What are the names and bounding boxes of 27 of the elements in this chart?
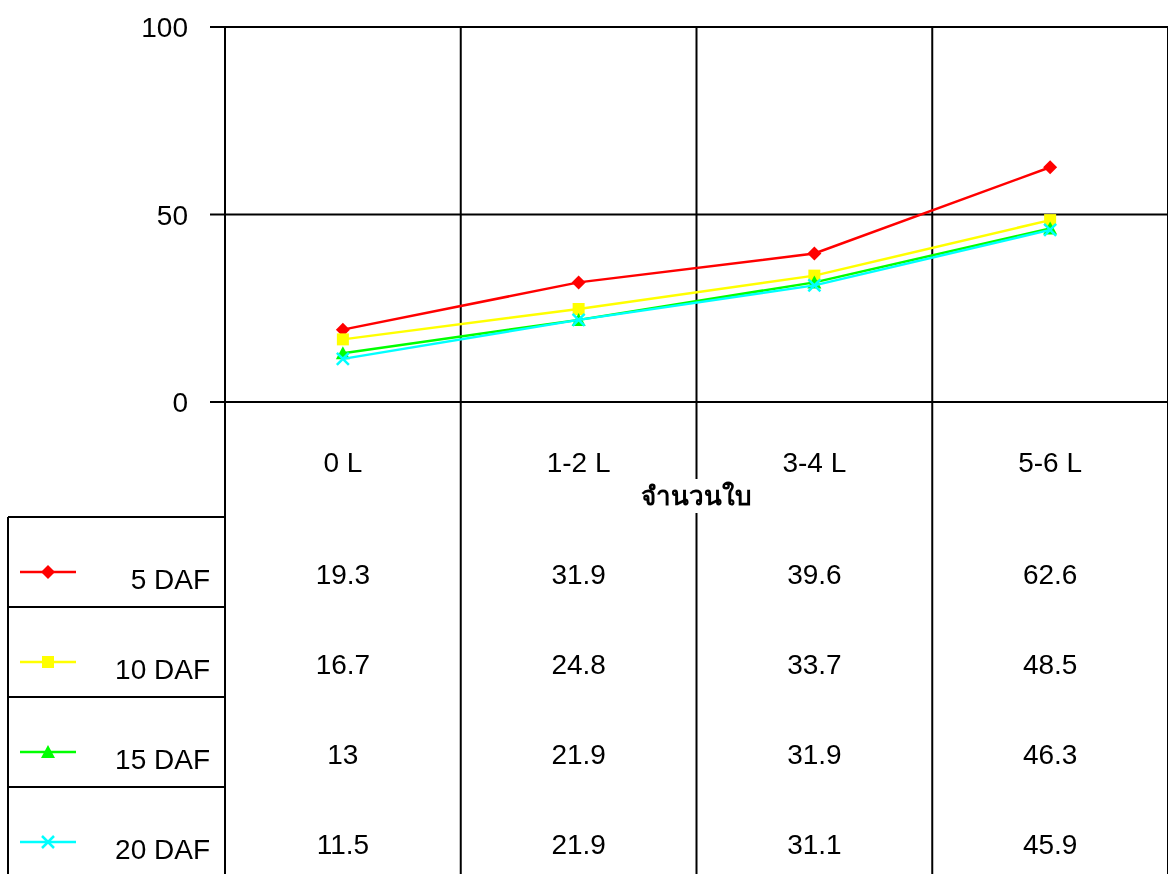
data-label: 11.5 [316, 829, 370, 860]
data-label: 13 [327, 739, 359, 770]
data-label: 21.9 [551, 829, 606, 860]
data-label: 62.6 [1022, 559, 1078, 590]
data-label: 21.9 [551, 739, 606, 770]
legend-label: 5 DAF [130, 564, 210, 595]
x-tick-label: 3-4 L [782, 447, 847, 478]
data-label: 19.3 [315, 559, 371, 590]
legend-label: 20 DAF [115, 834, 210, 865]
data-label: 16.7 [315, 649, 371, 680]
x-tick-label: 5-6 L [1018, 447, 1083, 478]
data-label: 24.8 [551, 649, 606, 680]
y-tick-label: 50 [156, 199, 188, 231]
x-tick-label: 0 L [323, 447, 363, 478]
x-tick-label: 1-2 L [546, 447, 611, 478]
data-label: 39.6 [787, 559, 842, 590]
y-tick-label: 0 [172, 387, 188, 418]
data-label: 31.9 [551, 559, 606, 590]
data-label: 46.3 [1022, 739, 1078, 770]
data-label: 31.1 [787, 829, 842, 860]
data-label: 48.5 [1022, 649, 1078, 680]
data-label: 33.7 [787, 649, 842, 680]
data-label: 45.9 [1022, 829, 1078, 860]
data-label: 31.9 [787, 739, 842, 770]
y-tick-label: 100 [141, 12, 188, 43]
legend-label: 15 DAF [115, 744, 210, 775]
legend-label: 10 DAF [115, 654, 210, 685]
